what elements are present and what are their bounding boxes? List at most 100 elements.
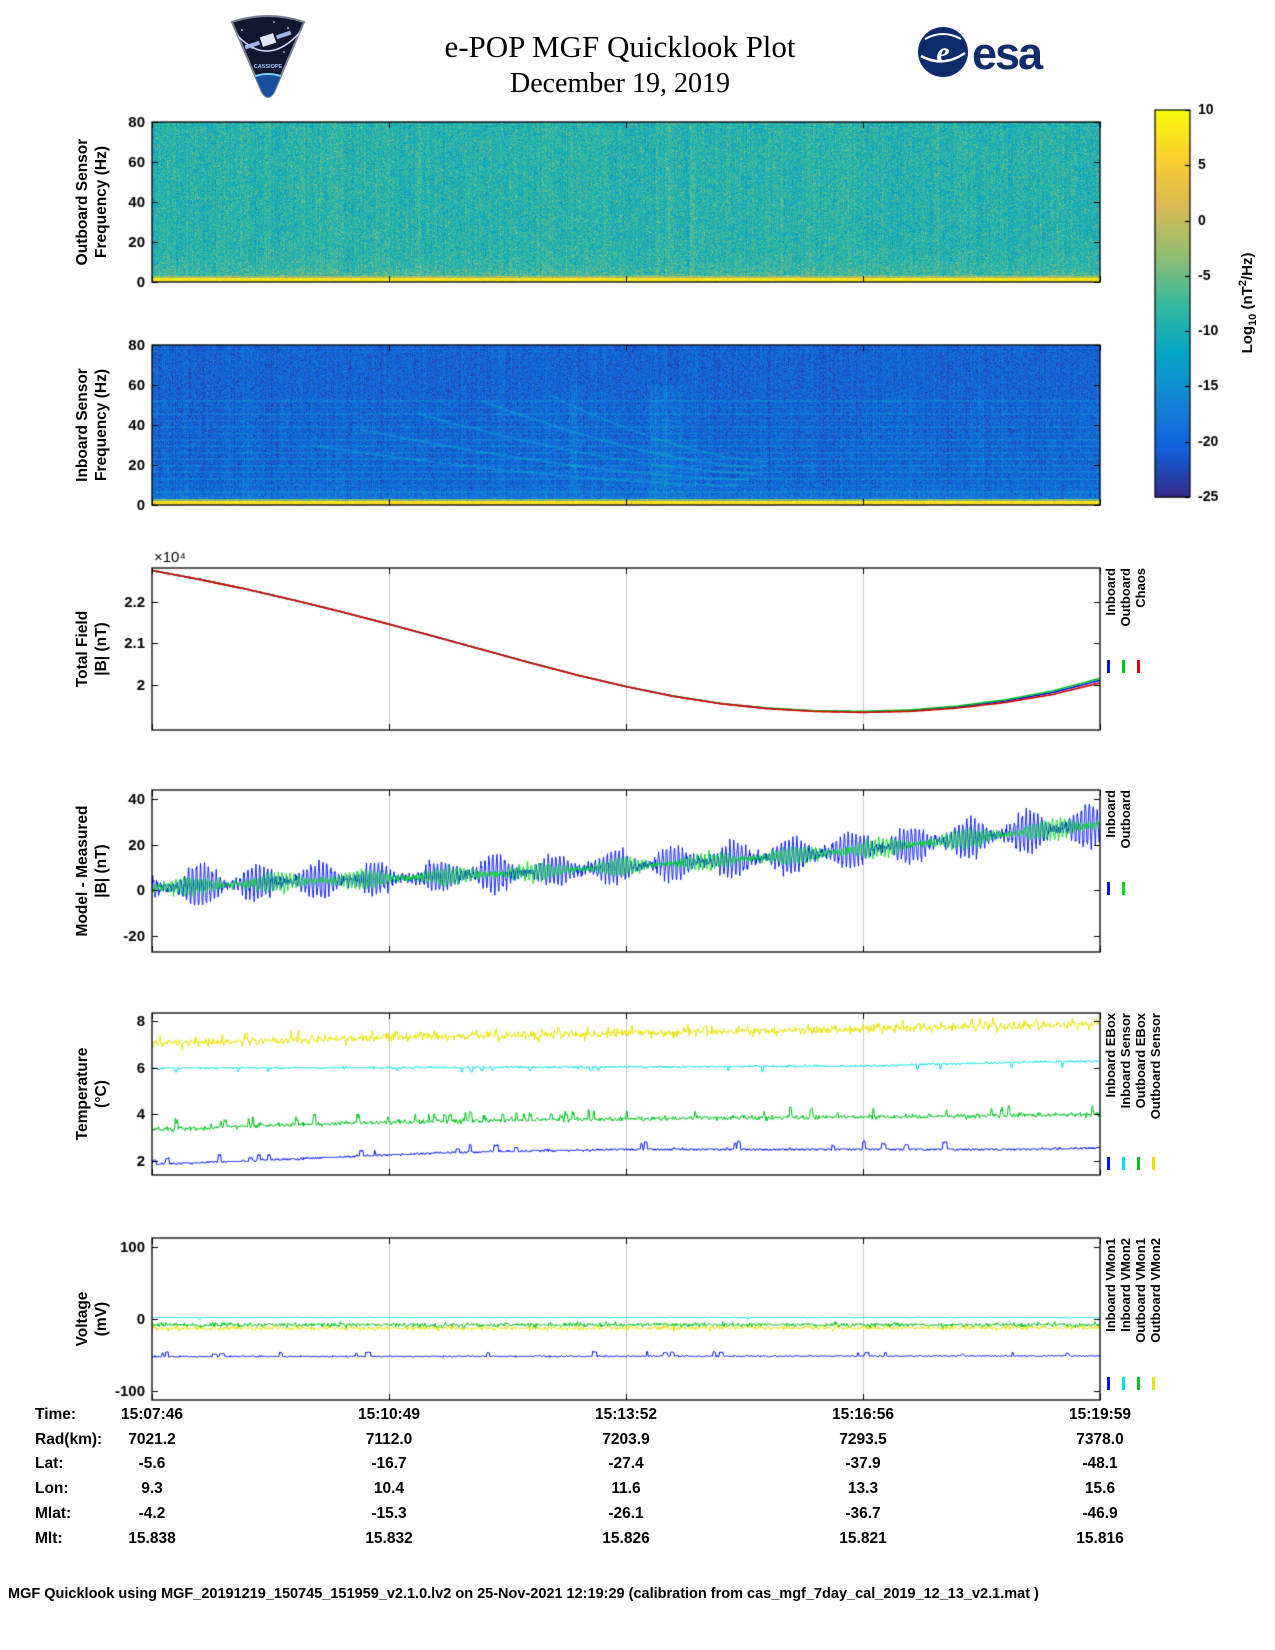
table-row-label-mlt: Mlt: <box>35 1529 63 1547</box>
patch-satellite-panel <box>275 30 292 40</box>
colorbar-label: Log10 (nT2/Hz) <box>1237 153 1259 453</box>
esa-wordmark: esa <box>972 28 1044 79</box>
legend-label-inboard: Inboard <box>1103 790 1118 838</box>
patch-star <box>283 51 285 53</box>
voltage-legend: Inboard VMon1 Inboard VMon2 Outboard VMon1… <box>1103 1238 1175 1400</box>
esa-logo-letter: e <box>936 36 949 69</box>
table-cell: 15.832 <box>365 1529 413 1547</box>
table-cell: -16.7 <box>371 1455 407 1473</box>
table-row-label-time: Time: <box>35 1406 77 1423</box>
table-cell: 11.6 <box>611 1480 641 1498</box>
model-minus-measured-legend: Inboard Outboard <box>1103 790 1175 952</box>
table-cell: 10.4 <box>373 1480 405 1498</box>
patch-star <box>287 27 289 29</box>
total-field-panel <box>100 542 1110 740</box>
temperature-legend: Inboard EBox Inboard Sensor Outboard EBox O… <box>1103 1013 1175 1175</box>
outboard-spectrogram-panel <box>100 96 1110 292</box>
page-date: December 19, 2019 <box>509 68 731 99</box>
patch-star <box>273 21 275 23</box>
esa-logo-globe <box>918 27 968 77</box>
legend-swatch-outboard <box>1122 660 1125 674</box>
table-cell: 15:19:59 <box>1068 1406 1132 1423</box>
table-cell: 15:07:46 <box>120 1406 184 1423</box>
table-cell: 7293.5 <box>839 1430 887 1448</box>
colorbar-label-text: Log <box>1239 325 1256 354</box>
patch-satellite-body <box>259 33 277 47</box>
legend-swatch-inboard-ebox <box>1107 1157 1110 1170</box>
esa-logo-swoosh <box>920 51 966 63</box>
patch-satellite-panel <box>244 40 261 50</box>
patch-star <box>241 29 243 31</box>
table-cell: -15.3 <box>371 1504 407 1522</box>
legend-swatch-inboard-vmon1 <box>1107 1377 1110 1391</box>
table-row-label-radkm: Rad(km): <box>35 1430 103 1448</box>
table-cell: 15:13:52 <box>594 1406 658 1423</box>
figure-header: e-POP MGF Quicklook Plot December 19, 20… <box>250 28 990 102</box>
legend-swatch-chaos <box>1137 660 1140 674</box>
legend-label-inboard: Inboard <box>1103 568 1118 616</box>
table-cell: -5.6 <box>138 1455 166 1473</box>
legend-label-outboard-vmon2: Outboard VMon2 <box>1148 1238 1163 1343</box>
legend-label-outboard-sensor: Outboard Sensor <box>1148 1013 1163 1120</box>
colorbar-label-text: (nT <box>1239 286 1256 314</box>
page-title: e-POP MGF Quicklook Plot <box>444 29 796 64</box>
legend-label-outboard: Outboard <box>1118 568 1133 627</box>
colorbar <box>1140 84 1275 524</box>
total-field-legend: Inboard Outboard Chaos <box>1103 568 1175 730</box>
legend-label-inboard-ebox: Inboard EBox <box>1103 1013 1118 1098</box>
cassiope-mission-patch: CASSIOPE <box>230 15 306 98</box>
table-cell: -48.1 <box>1082 1455 1118 1473</box>
legend-label-inboard-sensor: Inboard Sensor <box>1118 1013 1133 1109</box>
legend-label-outboard: Outboard <box>1118 790 1133 849</box>
legend-swatch-inboard-sensor <box>1122 1157 1125 1170</box>
esa-logo-swoosh <box>924 33 962 40</box>
legend-swatch-inboard <box>1107 660 1110 674</box>
legend-swatch-inboard <box>1107 882 1110 896</box>
patch-orbit-line <box>235 29 303 52</box>
table-cell: 13.3 <box>847 1480 879 1498</box>
temperature-panel <box>100 987 1110 1185</box>
voltage-panel <box>100 1212 1110 1410</box>
table-cell: 7203.9 <box>602 1430 650 1448</box>
legend-swatch-outboard-vmon2 <box>1152 1377 1155 1391</box>
inboard-spectrogram-panel <box>100 319 1110 515</box>
legend-label-inboard-vmon1: Inboard VMon1 <box>1103 1238 1118 1332</box>
legend-swatch-inboard-vmon2 <box>1122 1377 1125 1391</box>
table-row-label-lon: Lon: <box>35 1480 69 1498</box>
table-row-label-lat: Lat: <box>35 1455 64 1473</box>
table-cell: -46.9 <box>1082 1504 1118 1522</box>
table-cell: -26.1 <box>608 1504 644 1522</box>
table-cell: 7112.0 <box>365 1430 413 1448</box>
table-cell: 15.838 <box>128 1529 176 1547</box>
table-cell: 7021.2 <box>128 1430 176 1448</box>
footer-note: MGF Quicklook using MGF_20191219_150745_… <box>8 1586 1039 1602</box>
table-cell: 15.826 <box>602 1529 650 1547</box>
table-cell: 15:10:49 <box>357 1406 421 1423</box>
table-cell: 15.816 <box>1076 1529 1124 1547</box>
table-cell: 9.3 <box>141 1480 163 1498</box>
table-cell: -36.7 <box>845 1504 881 1522</box>
table-row-label-mlat: Mlat: <box>35 1504 72 1522</box>
table-cell: 15.6 <box>1084 1480 1116 1498</box>
table-cell: 15:16:56 <box>831 1406 895 1423</box>
colorbar-label-sup: 2 <box>1237 280 1249 287</box>
colorbar-label-sub: 10 <box>1247 313 1259 326</box>
legend-swatch-outboard-sensor <box>1152 1157 1155 1170</box>
table-cell: -37.9 <box>845 1455 881 1473</box>
legend-label-outboard-vmon1: Outboard VMon1 <box>1133 1238 1148 1343</box>
table-cell: -27.4 <box>608 1455 644 1473</box>
legend-swatch-outboard-vmon1 <box>1137 1377 1140 1391</box>
legend-label-chaos: Chaos <box>1133 568 1148 608</box>
legend-swatch-outboard-ebox <box>1137 1157 1140 1170</box>
table-cell: -4.2 <box>138 1504 166 1522</box>
ephemeris-table: Time: 15:07:46 15:10:49 15:13:52 15:16:56 15:… <box>0 1406 1275 1562</box>
legend-swatch-outboard <box>1122 882 1125 896</box>
esa-logo: e esa <box>918 27 1046 79</box>
legend-label-outboard-ebox: Outboard EBox <box>1133 1013 1148 1109</box>
table-cell: 15.821 <box>839 1529 887 1547</box>
legend-label-inboard-vmon2: Inboard VMon2 <box>1118 1238 1133 1332</box>
table-cell: 7378.0 <box>1076 1430 1124 1448</box>
patch-text: CASSIOPE <box>254 64 283 70</box>
voltage-ylabel: Voltage (mV) <box>74 1291 110 1347</box>
